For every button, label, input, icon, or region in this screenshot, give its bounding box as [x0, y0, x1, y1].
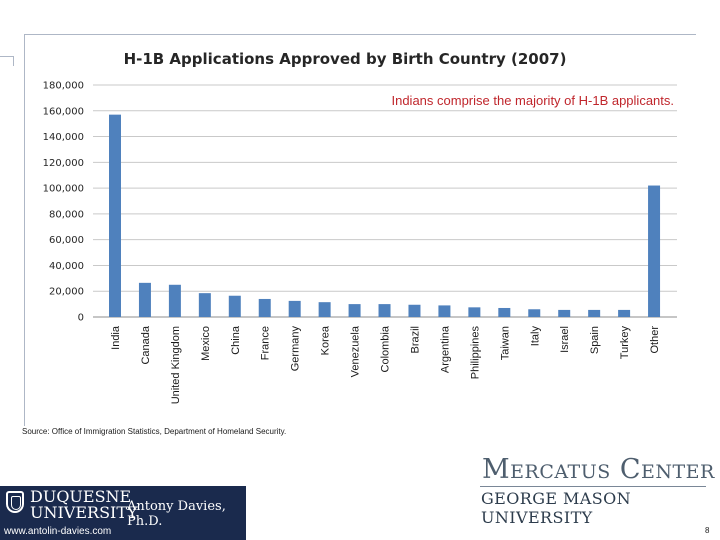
gridlines [93, 84, 677, 318]
y-tick-label: 40,000 [49, 261, 84, 272]
bar-chart: 0 20,000 40,000 60,000 80,000 100,000 120,000 1… [43, 81, 677, 404]
category-label: China [230, 325, 242, 355]
bar-france [258, 298, 271, 317]
category-label: Spain [589, 326, 601, 354]
bar-italy [528, 309, 541, 317]
category-label: France [260, 326, 272, 360]
category-label: India [110, 325, 122, 350]
bar-brazil [408, 304, 421, 317]
y-tick-label: 120,000 [43, 158, 84, 169]
logo-divider [480, 486, 706, 487]
category-label: Turkey [619, 326, 631, 360]
y-tick-label: 140,000 [43, 132, 84, 143]
category-label: Taiwan [499, 326, 511, 360]
bar-mexico [198, 293, 211, 317]
frame-left-rule [24, 34, 25, 426]
bar-germany [288, 300, 301, 317]
bars [109, 114, 661, 318]
duquesne-banner: DUQUESNE UNIVERSITY Antony Davies, Ph.D.… [0, 486, 246, 540]
bar-israel [558, 309, 571, 317]
bar-taiwan [498, 307, 511, 317]
y-tick-label: 100,000 [43, 184, 84, 195]
gmu-logo-text: GEORGE MASON UNIVERSITY [481, 489, 631, 527]
category-label: Brazil [409, 326, 421, 354]
y-tick-label: 180,000 [43, 81, 84, 92]
y-tick-label: 80,000 [49, 209, 84, 220]
bar-philippines [468, 307, 481, 317]
category-label: Colombia [380, 325, 392, 372]
category-labels: India Canada United Kingdom Mexico China Fran… [110, 325, 661, 404]
duquesne-seal-icon [6, 491, 24, 513]
chart-title: H-1B Applications Approved by Birth Coun… [123, 50, 567, 68]
bar-turkey [618, 309, 631, 317]
bar-china [228, 295, 241, 317]
bar-korea [318, 302, 331, 317]
y-tick-label: 60,000 [49, 235, 84, 246]
y-tick-label: 0 [78, 313, 84, 324]
bar-india [109, 114, 121, 318]
duquesne-name-line1: DUQUESNE [30, 487, 132, 506]
category-label: Korea [320, 325, 332, 355]
chart-annotation: Indians comprise the majority of H-1B ap… [389, 93, 676, 108]
category-label: Other [649, 326, 661, 354]
category-label: Canada [140, 325, 152, 364]
source-note: Source: Office of Immigration Statistics… [22, 427, 287, 436]
duquesne-name-line2: UNIVERSITY [30, 503, 138, 522]
y-tick-labels: 0 20,000 40,000 60,000 80,000 100,000 120,000 1… [43, 81, 84, 324]
bar-spain [588, 309, 601, 317]
bar-canada [138, 282, 151, 317]
bar-colombia [378, 304, 391, 317]
category-label: Italy [529, 326, 541, 347]
category-label: United Kingdom [170, 326, 182, 404]
bar-argentina [438, 305, 451, 317]
frame-top-rule [24, 34, 696, 35]
page-number: 8 [705, 526, 710, 535]
bar-venezuela [348, 304, 361, 317]
category-label: Israel [559, 326, 571, 353]
bar-united-kingdom [168, 284, 181, 317]
category-label: Venezuela [350, 325, 362, 377]
mercatus-center-logo: Mercatus Center [482, 454, 715, 485]
category-label: Philippines [469, 326, 481, 380]
category-label: Mexico [200, 326, 212, 361]
y-tick-label: 20,000 [49, 287, 84, 298]
y-tick-label: 160,000 [43, 106, 84, 117]
website-link[interactable]: www.antolin-davies.com [4, 526, 112, 537]
corner-mark [0, 56, 14, 66]
category-label: Argentina [439, 325, 451, 373]
category-label: Germany [290, 326, 302, 372]
bar-other [648, 185, 661, 317]
author-name: Antony Davies, Ph.D. [127, 499, 226, 529]
